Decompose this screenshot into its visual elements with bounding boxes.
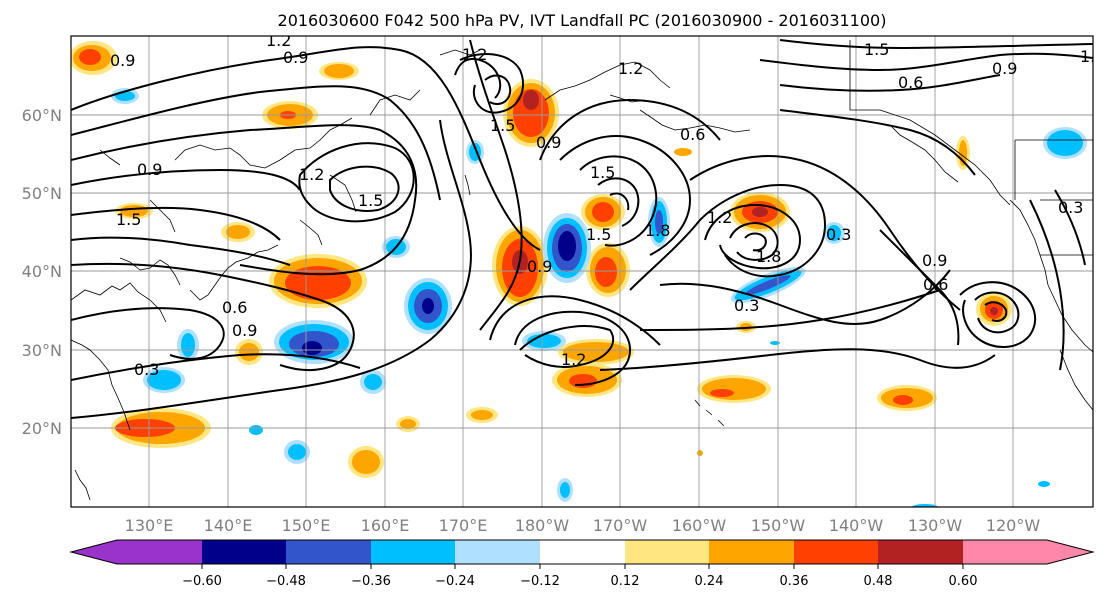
lat-tick-label: 50°N [22,184,62,203]
contour-label: 1.5 [490,116,515,135]
colorbar: −0.60 −0.48 −0.36 −0.24 −0.12 0.12 0.24 … [69,539,1095,589]
colorbar-segment [963,540,1047,564]
lon-tick-label: 180°W [515,516,570,535]
contour-label: 1.5 [116,210,141,229]
lon-tick-label: 160°W [672,516,727,535]
colorbar-tick-label: 0.24 [695,574,724,589]
contour-label: 0.9 [110,51,135,70]
shaded-anomalies [71,41,1087,507]
map-title: 2016030600 F042 500 hPa PV, IVT Landfall… [278,11,887,30]
colorbar-segment [202,540,286,564]
contour-label: 0.9 [536,133,561,152]
contour-label: 1.5 [864,40,889,59]
colorbar-extend-high [1047,540,1093,564]
lon-tick-label: 150°W [751,516,806,535]
lat-tick-label: 20°N [22,419,62,438]
colorbar-tick-label: −0.24 [435,574,475,589]
contour-label: 0.9 [922,251,947,270]
colorbar-segment [286,540,371,564]
contour-label: 0.3 [734,296,759,315]
anomaly-negative [111,88,1087,507]
colorbar-ticks [201,564,964,569]
colorbar-segment [709,540,794,564]
lat-tick-label: 60°N [22,106,62,125]
lon-tick-label: 170°W [593,516,648,535]
graticule [71,36,1093,507]
colorbar-tick-label: 0.60 [949,574,978,589]
colorbar-extend-low [71,540,117,564]
contour-label: 0.6 [222,298,247,317]
colorbar-tick-label: 0.48 [864,574,893,589]
contour-label: 1.2 [299,165,324,184]
contour-label: 0.6 [680,125,705,144]
contour-label: 1.8 [756,247,781,266]
lon-tick-label: 130°E [125,516,174,535]
colorbar-segment [625,540,709,564]
contour-label: 0.3 [134,360,159,379]
pv-contours [71,39,1093,419]
colorbar-tick-label: 0.12 [611,574,640,589]
contour-label: 1.2 [707,208,732,227]
contour-label: 1.5 [358,191,383,210]
colorbar-tick-label: 0.36 [780,574,809,589]
lat-tick-label: 40°N [22,262,62,281]
lon-tick-label: 130°W [908,516,963,535]
colorbar-tick-label: −0.36 [351,574,391,589]
contour-label: 0.6 [923,275,948,294]
colorbar-tick-label: −0.12 [520,574,560,589]
contour-label: 0.9 [232,321,257,340]
lat-tick-label: 30°N [22,341,62,360]
colorbar-tick-label: −0.48 [266,574,306,589]
contour-label: 0.9 [992,59,1017,78]
contour-label: 0.3 [826,225,851,244]
lon-tick-label: 140°W [829,516,884,535]
colorbar-segment [371,540,455,564]
contour-label: 0.6 [898,73,923,92]
contour-label: 0.9 [283,48,308,67]
contour-labels: 1.2 0.9 1.5 0.9 1.2 1.5 0.9 1.2 1.5 0.9 … [110,31,1105,379]
anomaly-positive [71,41,1012,478]
contour-label: 1.2 [618,59,643,78]
contour-label: 1.2 [462,45,487,64]
colorbar-segment [117,540,202,564]
colorbar-segment [455,540,540,564]
lon-tick-label: 150°E [282,516,331,535]
lon-tick-label: 120°W [986,516,1041,535]
colorbar-segment [794,540,878,564]
contour-label: 1.5 [1080,47,1105,66]
colorbar-tick-label: −0.60 [182,574,222,589]
contour-label: 0.9 [137,160,162,179]
map-frame [70,35,1094,508]
contour-label: 1.8 [645,221,670,240]
lon-tick-label: 160°E [361,516,410,535]
lat-tick-labels: 60°N 50°N 40°N 30°N 20°N [22,106,62,438]
contour-label: 1.2 [561,350,586,369]
contour-label: 0.3 [1058,198,1083,217]
lon-tick-label: 140°E [204,516,253,535]
contour-label: 0.9 [527,257,552,276]
contour-label: 1.5 [586,225,611,244]
contour-label: 1.2 [266,31,291,50]
colorbar-segment [878,540,963,564]
colorbar-segment [540,540,625,564]
coastlines [71,40,1093,501]
contour-label: 1.5 [590,163,615,182]
map-area: 1.2 0.9 1.5 0.9 1.2 1.5 0.9 1.2 1.5 0.9 … [71,31,1105,507]
lon-tick-labels: 130°E 140°E 150°E 160°E 170°E 180°W 170°… [125,516,1041,535]
colorbar-outline [69,539,1095,565]
lon-tick-label: 170°E [439,516,488,535]
